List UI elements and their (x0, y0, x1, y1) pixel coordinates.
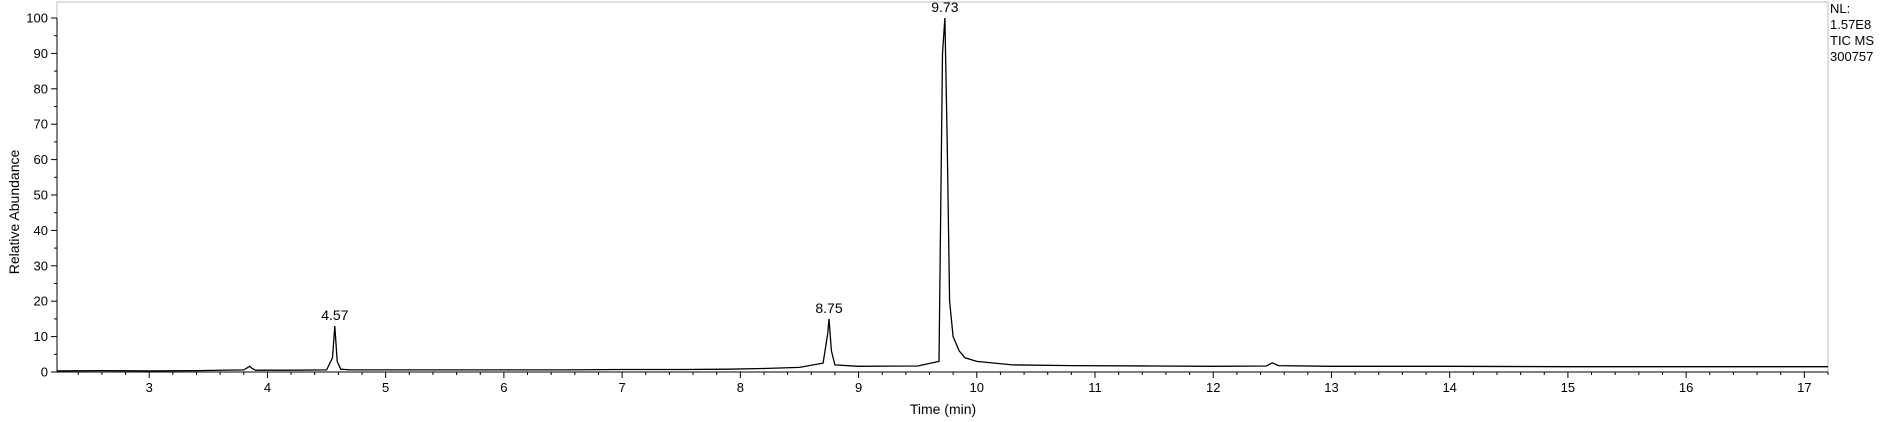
x-tick-label: 3 (146, 380, 153, 395)
x-tick-label: 11 (1088, 380, 1102, 395)
x-tick-label: 7 (618, 380, 625, 395)
info-line: 1.57E8 (1830, 17, 1871, 32)
y-axis-title: Relative Abundance (6, 150, 22, 275)
y-tick-label: 60 (34, 152, 48, 167)
y-axis: 0 10 20 30 40 50 60 70 80 90 100 (26, 11, 58, 380)
x-tick-label: 8 (737, 380, 744, 395)
y-tick-label: 0 (41, 365, 48, 380)
y-tick-label: 80 (34, 81, 48, 96)
y-tick-label: 100 (26, 11, 48, 26)
peak-label: 9.73 (931, 0, 958, 15)
peak-label: 4.57 (321, 307, 348, 323)
x-tick-label: 6 (500, 380, 507, 395)
x-tick-label: 5 (382, 380, 389, 395)
y-tick-label: 10 (34, 329, 48, 344)
series-line-tic (56, 17, 1828, 372)
y-tick-label: 40 (34, 223, 48, 238)
y-tick-label: 70 (34, 117, 48, 132)
x-axis: 3 4 5 6 7 8 9 10 11 12 13 14 15 16 17 (57, 371, 1829, 395)
y-tick-label: 90 (34, 46, 48, 61)
x-tick-label: 13 (1324, 380, 1338, 395)
peak-label: 8.75 (815, 300, 842, 316)
y-tick-label: 20 (34, 294, 48, 309)
x-tick-label: 14 (1442, 380, 1456, 395)
info-line: TIC MS (1830, 33, 1874, 48)
x-tick-label: 16 (1679, 380, 1693, 395)
x-tick-label: 12 (1206, 380, 1220, 395)
peak-labels: 4.57 8.75 9.73 (321, 0, 958, 323)
y-tick-label: 50 (34, 188, 48, 203)
x-axis-title: Time (min) (910, 401, 976, 417)
info-line: 300757 (1830, 49, 1873, 64)
x-tick-label: 4 (264, 380, 271, 395)
x-tick-label: 9 (855, 380, 862, 395)
info-line: NL: (1830, 1, 1850, 16)
y-tick-label: 30 (34, 258, 48, 273)
x-tick-label: 17 (1797, 380, 1811, 395)
x-tick-label: 10 (970, 380, 984, 395)
x-tick-label: 15 (1561, 380, 1575, 395)
